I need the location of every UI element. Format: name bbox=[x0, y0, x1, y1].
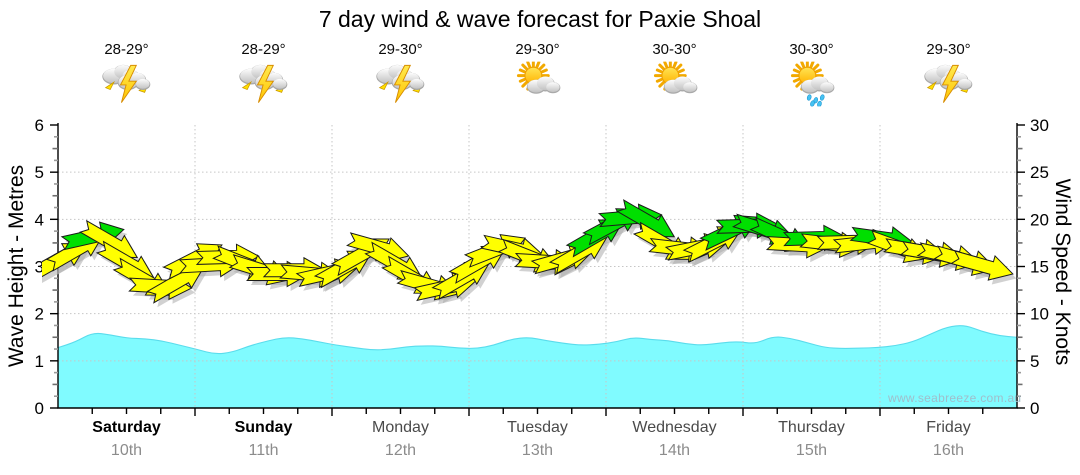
day-name: Sunday bbox=[234, 419, 293, 436]
wind-arrow bbox=[950, 250, 1014, 281]
day-header: 28-29° bbox=[195, 41, 332, 112]
thunderstorm-icon bbox=[374, 61, 428, 107]
temperature-range: 28-29° bbox=[241, 41, 286, 58]
left-axis-tick-label: 1 bbox=[35, 352, 44, 371]
day-date: 15th bbox=[795, 442, 828, 459]
day-header: 30-30° bbox=[606, 41, 743, 112]
day-name: Saturday bbox=[92, 419, 161, 436]
right-axis-title: Wind Speed - Knots bbox=[1051, 178, 1074, 366]
right-axis-tick-label: 5 bbox=[1030, 352, 1039, 371]
thunderstorm-icon bbox=[100, 61, 154, 107]
day-footer: Wednesday 14th bbox=[606, 419, 743, 460]
left-axis-tick-label: 3 bbox=[35, 258, 44, 277]
day-footer: Thursday 15th bbox=[743, 419, 880, 460]
right-axis-tick-label: 15 bbox=[1030, 258, 1049, 277]
day-date: 12th bbox=[384, 442, 417, 459]
day-name: Wednesday bbox=[632, 419, 717, 436]
temperature-range: 28-29° bbox=[104, 41, 149, 58]
day-header: 29-30° bbox=[880, 41, 1017, 112]
right-axis-tick-label: 25 bbox=[1030, 163, 1049, 182]
temperature-range: 29-30° bbox=[926, 41, 971, 58]
day-name: Friday bbox=[926, 419, 971, 436]
day-header: 28-29° bbox=[58, 41, 195, 112]
day-name: Thursday bbox=[778, 419, 845, 436]
day-header: 29-30° bbox=[469, 41, 606, 112]
sun-cloud-rain-icon bbox=[785, 61, 839, 107]
wind-arrow-series bbox=[42, 199, 1014, 304]
day-header: 30-30° bbox=[743, 41, 880, 112]
wave-area-series bbox=[57, 325, 1018, 408]
left-axis-tick-label: 5 bbox=[35, 163, 44, 182]
right-axis-tick-label: 10 bbox=[1030, 305, 1049, 324]
left-axis-tick-label: 2 bbox=[35, 305, 44, 324]
day-footer: Friday 16th bbox=[880, 419, 1017, 460]
day-footer: Tuesday 13th bbox=[469, 419, 606, 460]
day-name: Monday bbox=[372, 419, 429, 436]
day-footer: Saturday 10th bbox=[58, 419, 195, 460]
right-axis-tick-label: 20 bbox=[1030, 210, 1049, 229]
left-axis-title: Wave Height - Metres bbox=[5, 164, 28, 368]
day-footer: Monday 12th bbox=[332, 419, 469, 460]
day-date: 13th bbox=[521, 442, 554, 459]
sun-cloud-icon bbox=[511, 61, 565, 107]
temperature-range: 30-30° bbox=[789, 41, 834, 58]
sun-cloud-icon bbox=[648, 61, 702, 107]
day-footer: Sunday 11th bbox=[195, 419, 332, 460]
left-axis-tick-label: 0 bbox=[35, 399, 44, 418]
page-title: 7 day wind & wave forecast for Paxie Sho… bbox=[318, 6, 762, 32]
day-date: 10th bbox=[110, 442, 143, 459]
thunderstorm-icon bbox=[922, 61, 976, 107]
day-date: 16th bbox=[932, 442, 965, 459]
temperature-range: 30-30° bbox=[652, 41, 697, 58]
temperature-range: 29-30° bbox=[515, 41, 560, 58]
day-name: Tuesday bbox=[507, 419, 568, 436]
right-axis-tick-label: 30 bbox=[1030, 116, 1049, 135]
day-date: 14th bbox=[658, 442, 691, 459]
left-axis-tick-label: 4 bbox=[35, 210, 44, 229]
right-axis-tick-label: 0 bbox=[1030, 399, 1039, 418]
temperature-range: 29-30° bbox=[378, 41, 423, 58]
thunderstorm-icon bbox=[237, 61, 291, 107]
watermark: www.seabreeze.com.au bbox=[888, 391, 1022, 405]
day-date: 11th bbox=[248, 442, 279, 459]
left-axis-tick-label: 6 bbox=[35, 116, 44, 135]
day-header: 29-30° bbox=[332, 41, 469, 112]
